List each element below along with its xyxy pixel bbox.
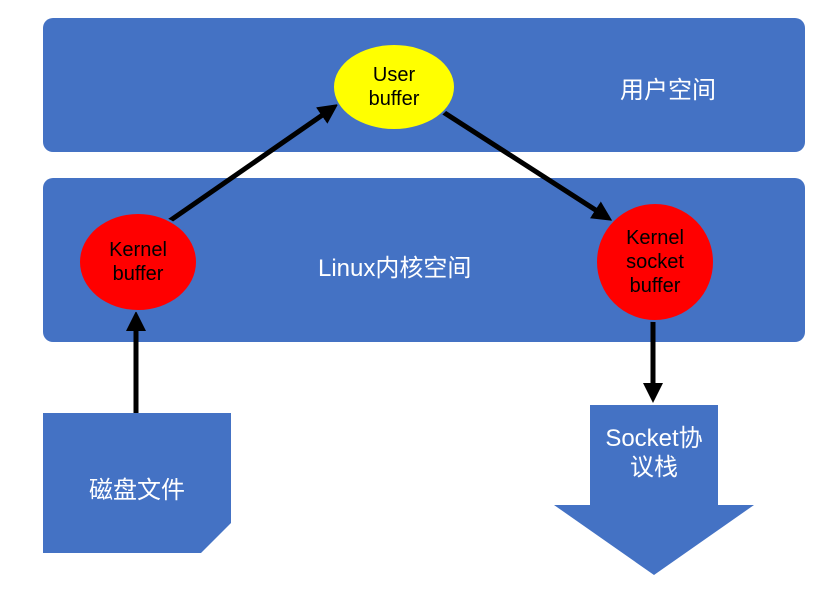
user-buffer-node: Userbuffer [332,43,456,131]
socket-stack-label-line1: Socket协议栈 [605,425,702,481]
user-buffer-label: Userbuffer [369,63,420,111]
user-space-label: 用户空间 [620,70,716,105]
kernel-buffer-label: Kernelbuffer [109,238,167,286]
disk-file-label: 磁盘文件 [43,470,231,505]
socket-stack-label: Socket协议栈 [570,425,738,483]
kernel-buffer-node: Kernelbuffer [78,212,198,312]
kernel-socket-buffer-node: Kernelsocketbuffer [595,202,715,322]
kernel-socket-buffer-label: Kernelsocketbuffer [626,226,684,298]
kernel-space-label: Linux内核空间 [318,248,471,283]
